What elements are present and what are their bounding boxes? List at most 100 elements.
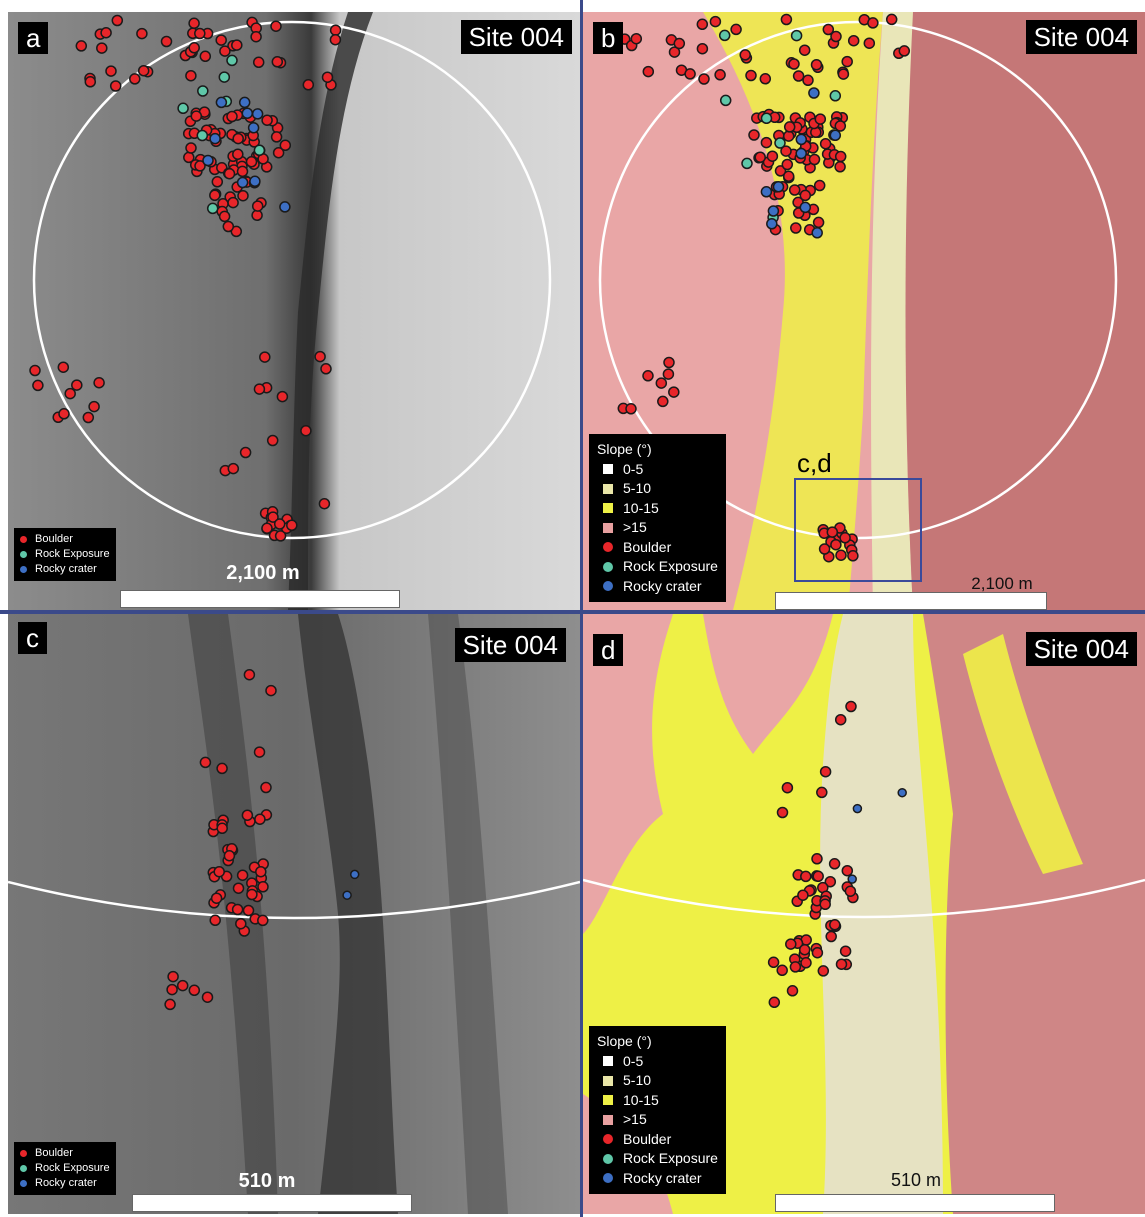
map-marker [243,668,256,681]
map-marker [215,34,227,46]
legend-rock-exposure: Rock Exposure [35,548,110,560]
panel-d-letter: d [593,634,624,666]
panel-b-scale-bar [775,592,1047,610]
panel-c-points [164,668,360,1011]
map-marker [349,869,360,880]
slope-gt15-swatch [603,522,613,533]
map-marker [774,165,787,177]
map-marker [847,874,857,884]
map-marker [798,44,811,56]
map-marker [88,400,100,413]
map-marker [267,511,279,523]
map-marker [276,390,289,403]
map-marker [780,145,792,157]
map-marker [816,786,828,799]
map-marker [795,133,808,146]
map-marker [696,18,709,31]
map-marker [260,781,272,794]
legend-slope-10-15: 10-15 [623,1091,659,1108]
map-marker [852,803,863,814]
map-marker [274,530,287,542]
legend-rock-exposure: Rock Exposure [623,558,718,574]
map-marker [766,218,778,230]
panel-d-scale-label: 510 m [890,1170,942,1190]
map-marker [824,875,837,888]
slope-5-10-swatch [603,1075,613,1086]
map-marker [776,964,788,977]
map-marker [226,54,238,67]
map-marker [759,73,772,85]
map-marker [847,550,859,562]
map-marker [199,50,212,63]
map-marker [254,813,266,825]
map-marker [188,17,200,30]
map-marker [781,158,794,171]
map-marker [839,945,852,957]
map-marker [825,930,837,943]
map-marker [668,46,681,58]
map-marker [829,919,841,931]
rocky-crater-marker-icon [603,581,613,592]
map-marker [167,970,179,983]
map-marker [257,881,269,893]
inset-box [794,478,922,582]
slope-10-15-swatch [603,1095,613,1106]
legend-rocky-crater: Rocky crater [35,563,97,575]
map-marker [657,395,669,408]
map-marker [698,73,710,85]
map-marker [709,15,722,28]
boulder-marker-icon [603,542,613,553]
legend-rocky-crater: Rocky crater [623,1169,702,1186]
rocky-crater-marker-icon [603,1173,613,1184]
map-marker [768,996,781,1009]
map-marker [811,946,824,959]
map-marker [137,64,150,77]
legend-boulder: Boulder [35,533,73,545]
map-marker [718,29,731,42]
legend-boulder: Boulder [623,538,672,555]
map-marker [797,889,809,901]
map-marker [223,849,236,862]
map-marker [802,74,814,87]
map-marker [300,424,312,437]
map-marker [188,42,200,54]
map-marker [279,139,292,152]
map-marker [785,938,797,950]
map-marker [237,189,249,202]
legend-slope-10-15: 10-15 [623,499,659,516]
map-marker [197,85,209,97]
map-marker [630,32,643,45]
map-marker [790,222,802,234]
map-marker [259,351,271,363]
map-marker [766,150,779,162]
panel-d: d Site 004 Slope (°) 0-5 5-10 10-15 >15 … [583,614,1145,1214]
map-marker [745,69,757,82]
map-marker [64,387,76,400]
map-marker [164,998,176,1011]
slope-10-15-swatch [603,503,613,514]
rock-exposure-marker-icon [20,551,27,558]
panel-b-points [617,13,911,563]
rock-exposure-marker-icon [20,1165,27,1172]
map-marker [774,137,786,149]
map-marker [788,58,800,70]
map-marker [342,890,352,900]
map-marker [841,864,854,877]
map-marker [812,216,825,229]
map-marker [885,13,898,26]
map-marker [111,14,124,27]
map-marker [286,519,298,532]
map-marker [176,979,189,992]
slope-0-5-swatch [603,1056,613,1067]
legend-slope-gt15: >15 [623,1111,647,1127]
map-marker [272,146,285,159]
panel-c-scale-bar [132,1194,412,1212]
map-marker [249,175,261,188]
map-marker [795,147,807,160]
map-marker [232,148,244,160]
map-marker [329,33,342,46]
map-marker [29,364,41,377]
panel-a-letter: a [18,22,49,54]
map-marker [668,386,680,398]
map-marker [662,368,675,380]
